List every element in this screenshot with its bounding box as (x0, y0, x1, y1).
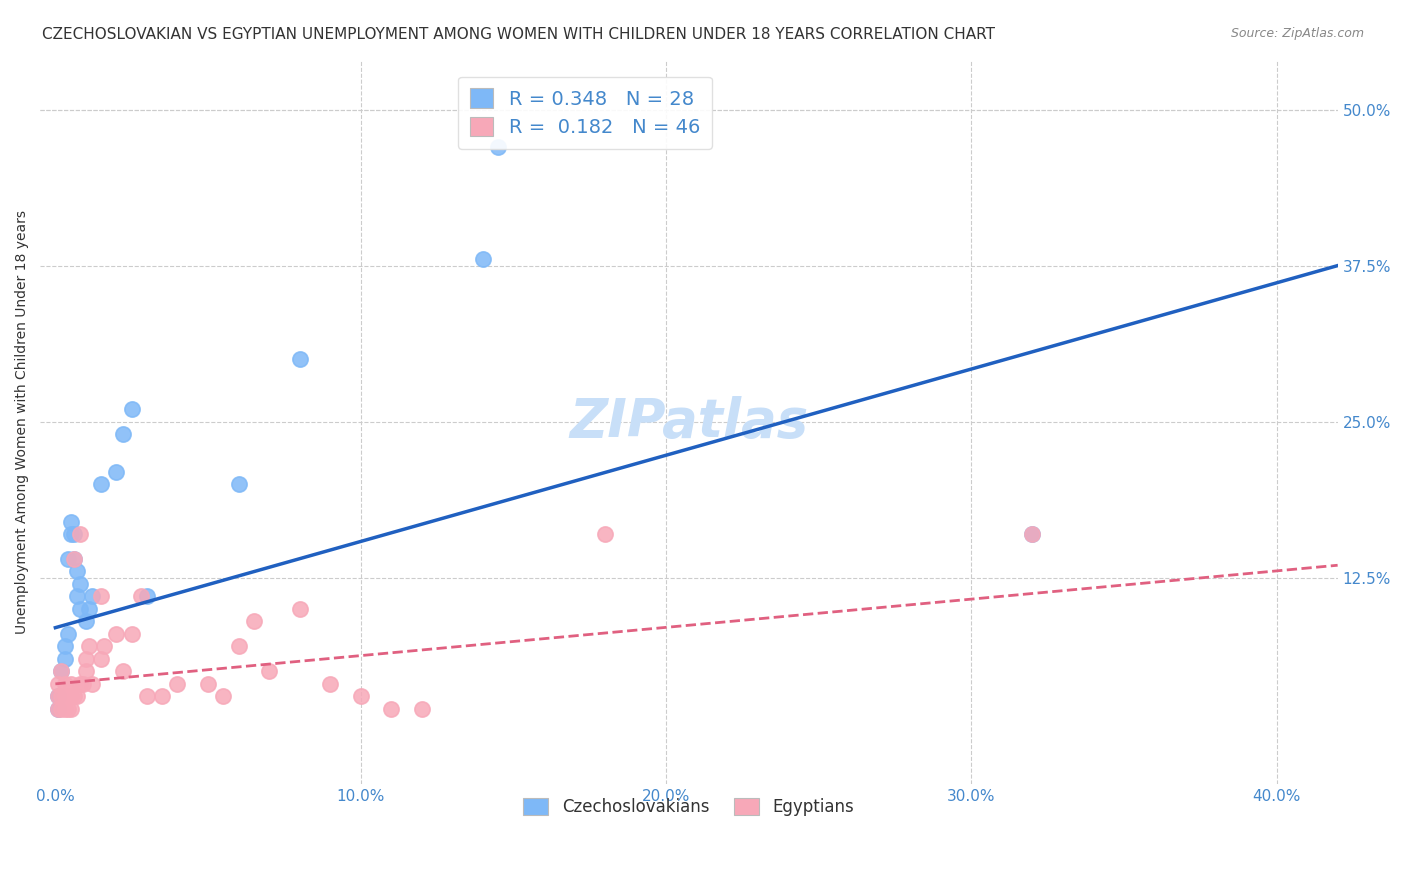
Point (1021, 527, 1043, 541)
Point (51, 665, 73, 679)
Point (48, 702, 70, 716)
Text: CZECHOSLOVAKIAN VS EGYPTIAN UNEMPLOYMENT AMONG WOMEN WITH CHILDREN UNDER 18 YEAR: CZECHOSLOVAKIAN VS EGYPTIAN UNEMPLOYMENT… (42, 27, 995, 42)
Y-axis label: Unemployment Among Women with Children Under 18 years: Unemployment Among Women with Children U… (15, 210, 30, 633)
Point (471, 252, 494, 267)
Point (53, 677, 76, 691)
Point (197, 677, 219, 691)
Point (121, 402, 143, 417)
Text: Source: ZipAtlas.com: Source: ZipAtlas.com (1230, 27, 1364, 40)
Point (66, 690, 89, 704)
Point (56, 552, 79, 566)
Point (380, 702, 402, 716)
Point (59, 677, 82, 691)
Point (51, 702, 73, 716)
Point (166, 677, 188, 691)
Point (59, 515, 82, 529)
Point (59, 702, 82, 716)
Point (129, 590, 152, 604)
Point (62, 552, 84, 566)
Point (105, 465, 128, 479)
Point (51, 690, 73, 704)
Point (59, 527, 82, 541)
Point (48, 677, 70, 691)
Point (257, 665, 280, 679)
Point (319, 677, 342, 691)
Point (69, 527, 91, 541)
Point (77, 602, 100, 616)
Text: ZIPatlas: ZIPatlas (569, 396, 808, 448)
Point (111, 665, 134, 679)
Point (111, 427, 134, 442)
Point (80, 677, 103, 691)
Point (593, 527, 616, 541)
Point (66, 565, 89, 579)
Point (53, 640, 76, 654)
Point (56, 702, 79, 716)
Point (90, 652, 112, 666)
Point (56, 627, 79, 641)
Point (62, 527, 84, 541)
Point (80, 590, 103, 604)
Point (48, 702, 70, 716)
Point (69, 677, 91, 691)
Point (69, 602, 91, 616)
Point (228, 640, 250, 654)
Point (53, 702, 76, 716)
Point (90, 477, 112, 491)
Point (75, 615, 97, 629)
Point (105, 627, 128, 641)
Point (90, 590, 112, 604)
Point (150, 690, 173, 704)
Point (136, 590, 159, 604)
Point (48, 690, 70, 704)
Point (48, 690, 70, 704)
Point (66, 590, 89, 604)
Point (75, 652, 97, 666)
Point (75, 665, 97, 679)
Point (350, 690, 373, 704)
Point (136, 690, 159, 704)
Point (59, 690, 82, 704)
Point (243, 615, 266, 629)
Point (72, 677, 94, 691)
Point (1021, 527, 1043, 541)
Point (228, 477, 250, 491)
Point (53, 652, 76, 666)
Point (411, 702, 433, 716)
Point (121, 627, 143, 641)
Point (288, 352, 311, 367)
Point (51, 665, 73, 679)
Point (93, 640, 115, 654)
Point (486, 140, 509, 154)
Legend: Czechoslovakians, Egyptians: Czechoslovakians, Egyptians (513, 788, 865, 826)
Point (62, 552, 84, 566)
Point (77, 640, 100, 654)
Point (53, 690, 76, 704)
Point (212, 690, 235, 704)
Point (69, 577, 91, 591)
Point (288, 602, 311, 616)
Point (62, 690, 84, 704)
Point (56, 690, 79, 704)
